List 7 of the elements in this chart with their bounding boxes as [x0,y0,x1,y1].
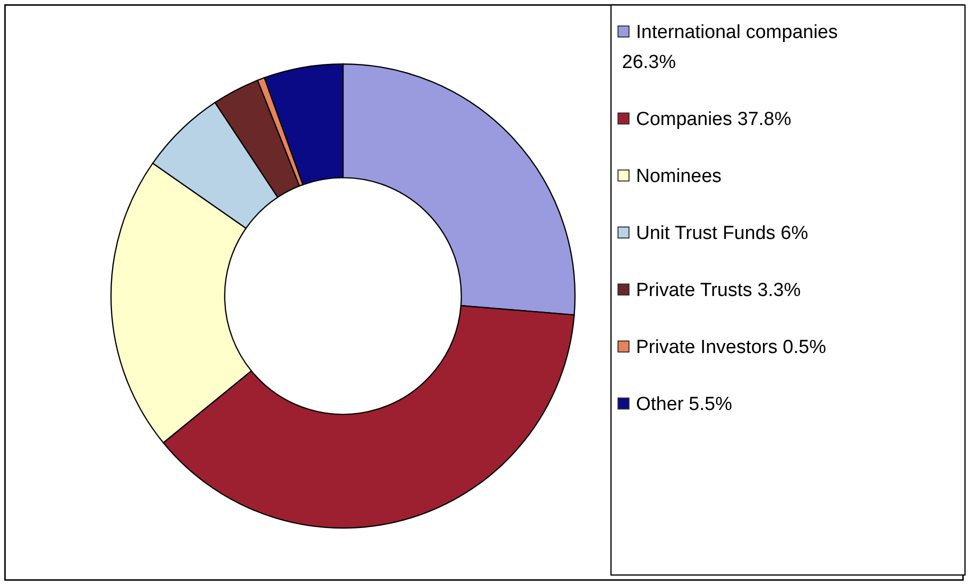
legend-label: Other 5.5% [636,394,732,415]
legend-label: Private Trusts 3.3% [636,280,801,301]
legend-label: Unit Trust Funds 6% [636,223,808,244]
legend-label: Companies 37.8% [636,109,792,130]
legend-label: International companies 26.3% [622,22,838,73]
legend-label: Nominees [636,166,722,187]
legend-label: Private Investors 0.5% [636,337,826,358]
